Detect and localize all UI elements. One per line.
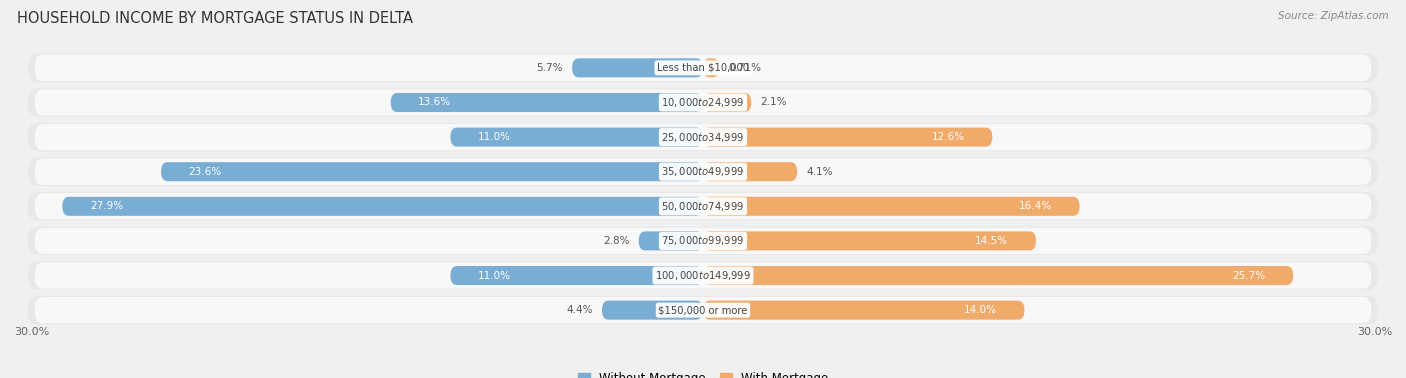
FancyBboxPatch shape xyxy=(35,89,1371,116)
Legend: Without Mortgage, With Mortgage: Without Mortgage, With Mortgage xyxy=(574,367,832,378)
FancyBboxPatch shape xyxy=(28,88,1378,117)
FancyBboxPatch shape xyxy=(703,162,797,181)
Text: 11.0%: 11.0% xyxy=(478,271,510,280)
Text: $35,000 to $49,999: $35,000 to $49,999 xyxy=(661,165,745,178)
Text: $50,000 to $74,999: $50,000 to $74,999 xyxy=(661,200,745,213)
FancyBboxPatch shape xyxy=(572,58,703,77)
Text: $100,000 to $149,999: $100,000 to $149,999 xyxy=(655,269,751,282)
FancyBboxPatch shape xyxy=(28,261,1378,290)
FancyBboxPatch shape xyxy=(35,297,1371,323)
Text: $150,000 or more: $150,000 or more xyxy=(658,305,748,315)
FancyBboxPatch shape xyxy=(703,58,720,77)
Text: 0.71%: 0.71% xyxy=(728,63,762,73)
FancyBboxPatch shape xyxy=(703,197,1080,216)
FancyBboxPatch shape xyxy=(28,158,1378,186)
Text: 2.8%: 2.8% xyxy=(603,236,630,246)
Text: 12.6%: 12.6% xyxy=(932,132,965,142)
FancyBboxPatch shape xyxy=(28,192,1378,220)
FancyBboxPatch shape xyxy=(62,197,703,216)
FancyBboxPatch shape xyxy=(450,266,703,285)
FancyBboxPatch shape xyxy=(162,162,703,181)
FancyBboxPatch shape xyxy=(602,301,703,320)
Text: 13.6%: 13.6% xyxy=(418,98,451,107)
FancyBboxPatch shape xyxy=(703,266,1294,285)
FancyBboxPatch shape xyxy=(28,54,1378,82)
Text: 23.6%: 23.6% xyxy=(188,167,222,177)
FancyBboxPatch shape xyxy=(35,193,1371,220)
FancyBboxPatch shape xyxy=(35,158,1371,185)
Text: 4.4%: 4.4% xyxy=(567,305,593,315)
Text: 11.0%: 11.0% xyxy=(478,132,510,142)
Text: Less than $10,000: Less than $10,000 xyxy=(657,63,749,73)
Text: HOUSEHOLD INCOME BY MORTGAGE STATUS IN DELTA: HOUSEHOLD INCOME BY MORTGAGE STATUS IN D… xyxy=(17,11,413,26)
Text: 4.1%: 4.1% xyxy=(807,167,832,177)
FancyBboxPatch shape xyxy=(28,296,1378,324)
Text: 30.0%: 30.0% xyxy=(14,327,49,336)
Text: Source: ZipAtlas.com: Source: ZipAtlas.com xyxy=(1278,11,1389,21)
FancyBboxPatch shape xyxy=(391,93,703,112)
FancyBboxPatch shape xyxy=(703,231,1036,251)
FancyBboxPatch shape xyxy=(35,228,1371,254)
Text: 5.7%: 5.7% xyxy=(537,63,562,73)
FancyBboxPatch shape xyxy=(450,127,703,147)
Text: 27.9%: 27.9% xyxy=(90,201,122,211)
FancyBboxPatch shape xyxy=(35,262,1371,289)
FancyBboxPatch shape xyxy=(638,231,703,251)
Text: 14.5%: 14.5% xyxy=(976,236,1008,246)
FancyBboxPatch shape xyxy=(35,124,1371,150)
FancyBboxPatch shape xyxy=(703,301,1025,320)
Text: $10,000 to $24,999: $10,000 to $24,999 xyxy=(661,96,745,109)
FancyBboxPatch shape xyxy=(28,227,1378,255)
Text: 16.4%: 16.4% xyxy=(1019,201,1052,211)
FancyBboxPatch shape xyxy=(703,93,751,112)
Text: 30.0%: 30.0% xyxy=(1357,327,1392,336)
Text: 2.1%: 2.1% xyxy=(761,98,787,107)
FancyBboxPatch shape xyxy=(703,127,993,147)
Text: $75,000 to $99,999: $75,000 to $99,999 xyxy=(661,234,745,248)
FancyBboxPatch shape xyxy=(35,55,1371,81)
Text: 14.0%: 14.0% xyxy=(965,305,997,315)
Text: 25.7%: 25.7% xyxy=(1233,271,1265,280)
FancyBboxPatch shape xyxy=(28,123,1378,151)
Text: $25,000 to $34,999: $25,000 to $34,999 xyxy=(661,130,745,144)
